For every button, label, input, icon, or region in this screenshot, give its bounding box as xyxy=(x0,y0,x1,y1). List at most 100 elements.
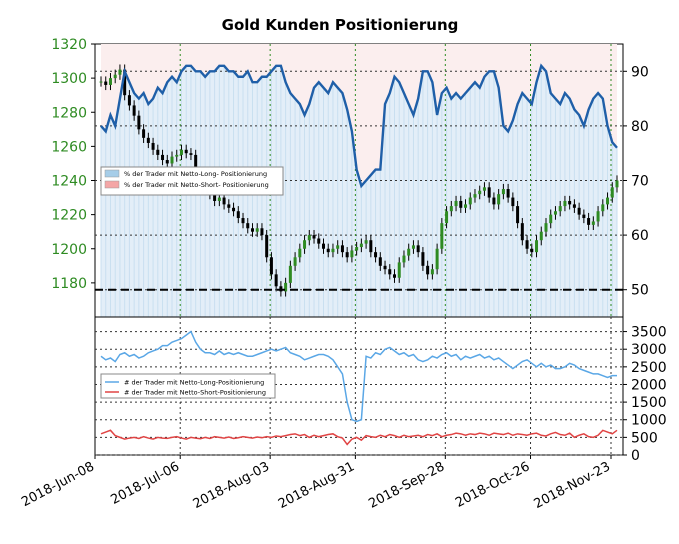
price-candle xyxy=(364,240,368,244)
left-tick-label: 1320 xyxy=(51,37,87,53)
price-candle xyxy=(468,197,472,205)
price-candle xyxy=(184,149,188,154)
price-candle xyxy=(236,211,240,219)
price-candle xyxy=(516,206,520,224)
long-count-line xyxy=(100,330,617,423)
price-candle xyxy=(397,262,401,278)
x-tick-label: 2018-Nov-23 xyxy=(532,459,613,512)
price-candle xyxy=(260,228,264,236)
price-candle xyxy=(520,223,524,241)
legend-label: # der Trader mit Netto-Long-Positionieru… xyxy=(124,379,264,387)
chart-title: Gold Kunden Positionierung xyxy=(222,16,459,34)
legend-swatch xyxy=(104,169,120,178)
x-tick-label: 2018-Sep-28 xyxy=(366,459,447,511)
x-tick-label: 2018-Jun-08 xyxy=(19,459,97,510)
price-candle xyxy=(213,194,217,201)
price-candle xyxy=(137,115,141,130)
price-candle xyxy=(350,250,354,258)
price-candle xyxy=(241,218,245,224)
price-candle xyxy=(572,204,576,208)
price-candle xyxy=(217,197,221,201)
price-candle xyxy=(577,207,581,215)
price-candle xyxy=(165,160,169,164)
price-candle xyxy=(407,248,411,256)
top-legend: % der Trader mit Netto-Long- Positionier… xyxy=(100,166,284,196)
price-candle xyxy=(525,240,529,249)
price-candle xyxy=(596,211,600,222)
price-candle xyxy=(108,78,112,85)
left-tick-label: 1300 xyxy=(51,71,87,87)
price-candle xyxy=(288,265,292,283)
price-candle xyxy=(402,255,406,263)
price-candle xyxy=(374,252,378,258)
price-candle xyxy=(269,257,273,275)
price-candle xyxy=(170,156,174,164)
right-tick-label: 3500 xyxy=(631,325,667,341)
price-candle xyxy=(156,149,160,155)
left-tick-label: 1280 xyxy=(51,105,87,121)
price-candle xyxy=(459,200,463,208)
price-candle xyxy=(568,200,572,205)
price-candle xyxy=(142,129,146,138)
price-candle xyxy=(265,235,269,258)
price-candle xyxy=(331,248,335,253)
price-candle xyxy=(298,248,302,258)
price-candle xyxy=(232,207,236,212)
price-candle xyxy=(544,223,548,232)
price-candle xyxy=(227,204,231,208)
legend-label: % der Trader mit Netto-Short- Positionie… xyxy=(124,181,269,189)
price-candle xyxy=(610,187,614,198)
price-candle xyxy=(175,154,179,157)
price-candle xyxy=(416,245,420,253)
price-candle xyxy=(293,257,297,266)
price-candle xyxy=(250,228,254,232)
price-candle xyxy=(151,142,155,150)
price-candle xyxy=(411,245,415,249)
legend-label: % der Trader mit Netto-Long- Positionier… xyxy=(124,170,267,178)
legend-label: # der Trader mit Netto-Short-Positionier… xyxy=(124,389,266,397)
price-candle xyxy=(615,180,619,188)
price-candle xyxy=(189,153,193,155)
price-candle xyxy=(255,228,259,232)
right-tick-label: 3000 xyxy=(631,342,667,358)
price-candle xyxy=(535,240,539,253)
price-candle xyxy=(194,154,198,172)
price-candle xyxy=(113,74,117,79)
right-tick-label: 1000 xyxy=(631,413,667,429)
price-candle xyxy=(492,197,496,205)
price-candle xyxy=(426,265,430,275)
x-axis: 2018-Jun-08 2018-Jul-06 2018-Aug-03 2018-Au… xyxy=(19,455,613,512)
price-candle xyxy=(506,189,510,198)
x-tick-label: 2018-Oct-26 xyxy=(453,459,532,511)
price-candle xyxy=(539,231,543,241)
price-candle xyxy=(606,197,610,205)
price-candle xyxy=(478,190,482,195)
price-candle xyxy=(336,245,340,249)
price-candle xyxy=(222,197,226,205)
price-candle xyxy=(104,81,108,85)
price-candle xyxy=(345,252,349,258)
price-candle xyxy=(369,240,373,253)
price-candle xyxy=(487,187,491,198)
price-candle xyxy=(123,69,127,96)
price-candle xyxy=(378,257,382,266)
price-candle xyxy=(161,154,165,161)
price-candle xyxy=(464,204,468,208)
right-tick-label: 500 xyxy=(631,430,658,446)
price-candle xyxy=(421,252,425,266)
price-candle xyxy=(549,214,553,224)
price-candle xyxy=(99,81,103,83)
price-candle xyxy=(388,269,392,275)
price-candle xyxy=(321,243,325,249)
price-candle xyxy=(393,274,397,278)
price-candle xyxy=(582,214,586,219)
price-candle xyxy=(326,248,330,253)
legend-box xyxy=(100,166,284,196)
price-candle xyxy=(359,243,363,248)
price-candle xyxy=(312,235,316,239)
price-candle xyxy=(274,274,278,287)
price-candle xyxy=(587,218,591,225)
right-tick-label: 60 xyxy=(631,228,649,244)
